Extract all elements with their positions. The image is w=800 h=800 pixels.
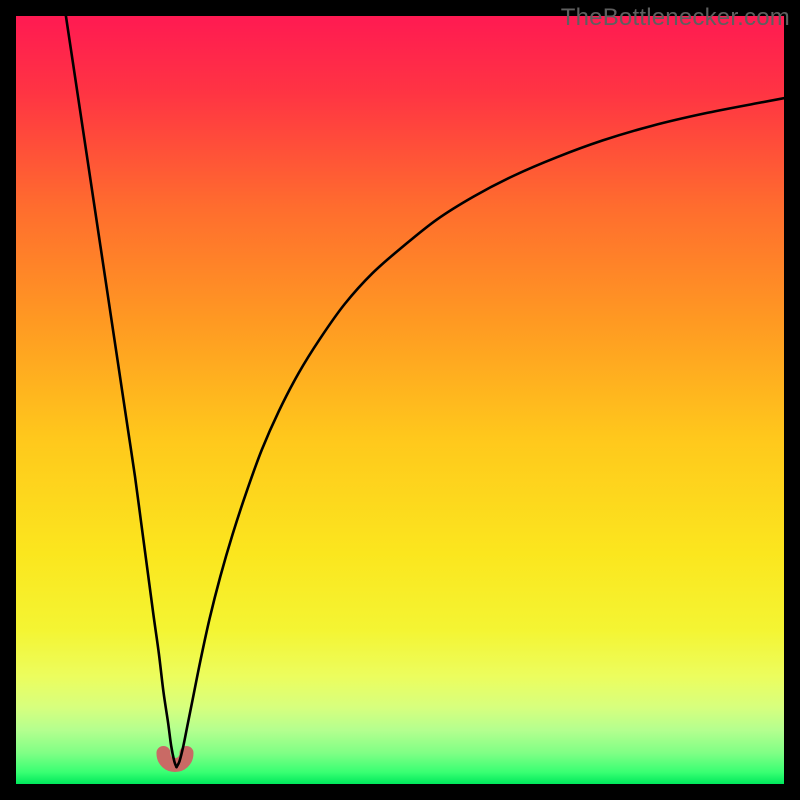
bottleneck-chart [16, 16, 784, 784]
plot-area [16, 16, 784, 784]
gradient-background [16, 16, 784, 784]
watermark-text: TheBottlenecker.com [561, 4, 790, 32]
chart-canvas: TheBottlenecker.com [0, 0, 800, 800]
plot-border [16, 16, 784, 784]
